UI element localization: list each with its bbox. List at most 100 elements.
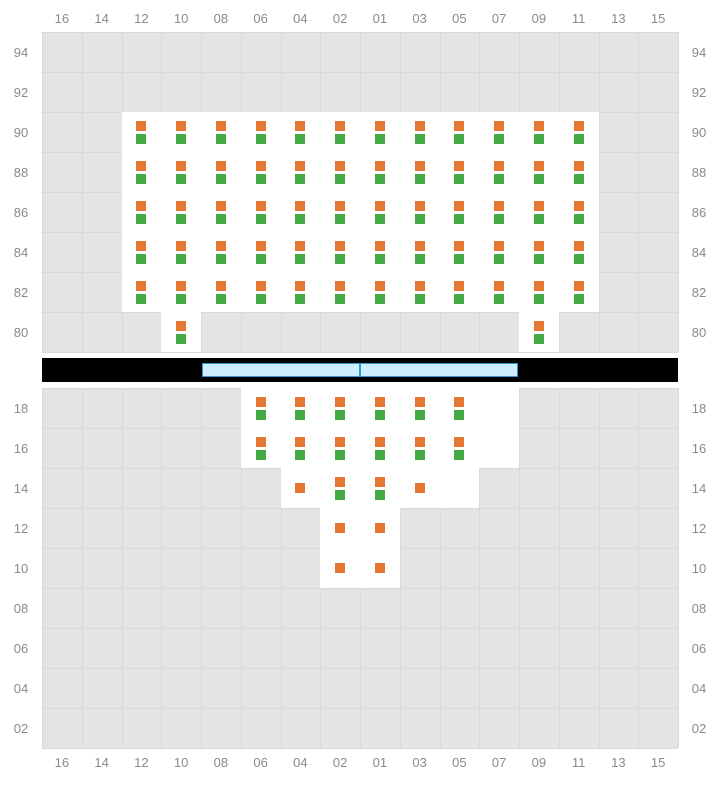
seat-cell[interactable] [42, 232, 82, 272]
seat-cell[interactable] [281, 548, 321, 588]
table[interactable] [202, 363, 360, 377]
seat-cell[interactable] [201, 152, 241, 192]
seat-cell[interactable] [360, 628, 400, 668]
seat-cell[interactable] [519, 628, 559, 668]
seat-cell[interactable] [479, 548, 519, 588]
seat-cell[interactable] [638, 152, 678, 192]
seat-cell[interactable] [599, 388, 639, 428]
seat-cell[interactable] [82, 588, 122, 628]
seat-cell[interactable] [440, 312, 480, 352]
seat-cell[interactable] [638, 668, 678, 708]
seat-cell[interactable] [440, 588, 480, 628]
seat-cell[interactable] [122, 428, 162, 468]
seat-cell[interactable] [201, 192, 241, 232]
seat-cell[interactable] [599, 548, 639, 588]
seat-cell[interactable] [559, 548, 599, 588]
seat-cell[interactable] [241, 668, 281, 708]
seat-cell[interactable] [42, 508, 82, 548]
seat-cell[interactable] [440, 232, 480, 272]
seat-cell[interactable] [122, 548, 162, 588]
seat-cell[interactable] [360, 152, 400, 192]
seat-cell[interactable] [241, 588, 281, 628]
seat-cell[interactable] [241, 152, 281, 192]
seat-cell[interactable] [360, 708, 400, 748]
seat-cell[interactable] [320, 112, 360, 152]
seat-cell[interactable] [360, 468, 400, 508]
seat-cell[interactable] [161, 628, 201, 668]
seat-cell[interactable] [201, 588, 241, 628]
seat-cell[interactable] [638, 388, 678, 428]
seat-cell[interactable] [281, 72, 321, 112]
seat-cell[interactable] [201, 428, 241, 468]
seat-cell[interactable] [161, 668, 201, 708]
seat-cell[interactable] [161, 508, 201, 548]
seat-cell[interactable] [161, 708, 201, 748]
seat-cell[interactable] [320, 272, 360, 312]
seat-cell[interactable] [320, 548, 360, 588]
seat-cell[interactable] [122, 468, 162, 508]
seat-cell[interactable] [638, 548, 678, 588]
seat-cell[interactable] [320, 588, 360, 628]
seat-cell[interactable] [82, 152, 122, 192]
seat-cell[interactable] [559, 32, 599, 72]
seat-cell[interactable] [82, 388, 122, 428]
seat-cell[interactable] [440, 32, 480, 72]
seat-cell[interactable] [201, 232, 241, 272]
seat-cell[interactable] [241, 468, 281, 508]
seat-cell[interactable] [241, 112, 281, 152]
seat-cell[interactable] [82, 232, 122, 272]
seat-cell[interactable] [122, 112, 162, 152]
seat-cell[interactable] [82, 508, 122, 548]
seat-cell[interactable] [82, 428, 122, 468]
seat-cell[interactable] [519, 588, 559, 628]
seat-cell[interactable] [161, 312, 201, 352]
seat-cell[interactable] [479, 468, 519, 508]
seat-cell[interactable] [161, 72, 201, 112]
seat-cell[interactable] [599, 468, 639, 508]
seat-cell[interactable] [519, 548, 559, 588]
seat-cell[interactable] [122, 152, 162, 192]
seat-cell[interactable] [320, 428, 360, 468]
seat-cell[interactable] [479, 388, 519, 428]
seat-cell[interactable] [440, 388, 480, 428]
seat-cell[interactable] [360, 112, 400, 152]
seat-cell[interactable] [559, 192, 599, 232]
seat-cell[interactable] [360, 72, 400, 112]
seat-cell[interactable] [122, 588, 162, 628]
seat-cell[interactable] [638, 232, 678, 272]
seat-cell[interactable] [400, 232, 440, 272]
seat-cell[interactable] [638, 588, 678, 628]
seat-cell[interactable] [519, 192, 559, 232]
seat-cell[interactable] [161, 232, 201, 272]
seat-cell[interactable] [479, 428, 519, 468]
seat-cell[interactable] [400, 192, 440, 232]
seat-cell[interactable] [201, 112, 241, 152]
seat-cell[interactable] [440, 468, 480, 508]
seat-cell[interactable] [400, 508, 440, 548]
seat-cell[interactable] [599, 152, 639, 192]
seat-cell[interactable] [599, 232, 639, 272]
seat-cell[interactable] [42, 388, 82, 428]
seat-cell[interactable] [320, 628, 360, 668]
seat-cell[interactable] [241, 232, 281, 272]
seat-cell[interactable] [400, 668, 440, 708]
seat-cell[interactable] [638, 312, 678, 352]
seat-cell[interactable] [201, 508, 241, 548]
seat-cell[interactable] [479, 628, 519, 668]
seat-cell[interactable] [281, 468, 321, 508]
seat-cell[interactable] [241, 708, 281, 748]
seat-cell[interactable] [241, 192, 281, 232]
seat-cell[interactable] [161, 548, 201, 588]
seat-cell[interactable] [122, 312, 162, 352]
seat-cell[interactable] [161, 152, 201, 192]
seat-cell[interactable] [42, 112, 82, 152]
seat-cell[interactable] [599, 272, 639, 312]
seat-cell[interactable] [161, 272, 201, 312]
seat-cell[interactable] [122, 708, 162, 748]
seat-cell[interactable] [82, 548, 122, 588]
seat-cell[interactable] [281, 192, 321, 232]
seat-cell[interactable] [479, 32, 519, 72]
seat-cell[interactable] [122, 628, 162, 668]
seat-cell[interactable] [479, 508, 519, 548]
seat-cell[interactable] [241, 628, 281, 668]
